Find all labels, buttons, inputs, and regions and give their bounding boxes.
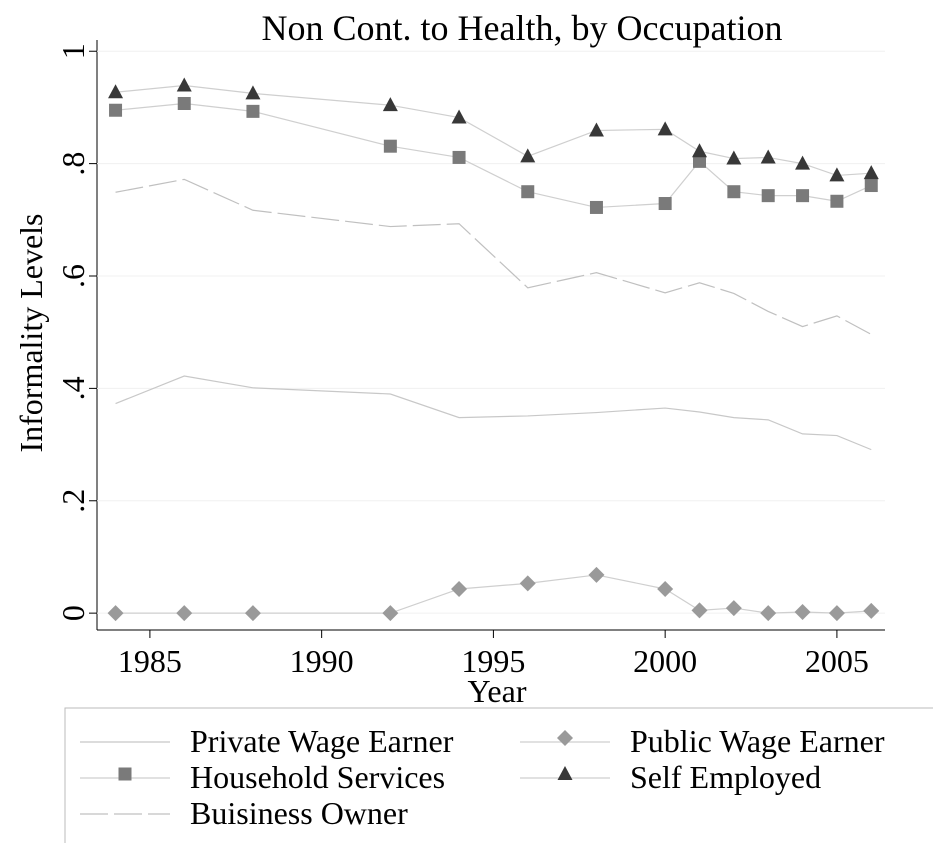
y-tick-label: 1 <box>55 43 91 59</box>
marker <box>691 602 708 619</box>
marker <box>863 602 880 619</box>
legend-label: Public Wage Earner <box>630 723 885 759</box>
x-tick-label: 1985 <box>118 643 182 679</box>
marker <box>118 767 132 781</box>
y-tick-label: .4 <box>55 376 91 400</box>
marker <box>521 185 535 199</box>
marker <box>692 143 708 158</box>
legend-label: Self Employed <box>630 759 821 795</box>
marker <box>588 122 604 137</box>
marker <box>452 150 466 164</box>
marker <box>519 575 536 592</box>
marker <box>796 189 810 203</box>
legend-box <box>64 707 933 843</box>
chart-title: Non Cont. to Health, by Occupation <box>262 8 783 48</box>
series-line <box>115 84 872 177</box>
marker <box>176 605 193 622</box>
marker <box>109 103 123 117</box>
marker <box>520 148 536 163</box>
marker <box>383 139 397 153</box>
marker <box>760 149 776 164</box>
marker <box>658 197 672 211</box>
marker <box>451 109 467 124</box>
marker <box>589 200 603 214</box>
marker <box>245 85 261 100</box>
marker <box>557 766 573 780</box>
series-line <box>115 178 872 335</box>
marker <box>244 605 261 622</box>
marker <box>829 167 845 182</box>
x-tick-label: 2000 <box>633 643 697 679</box>
marker <box>557 730 573 746</box>
marker <box>246 104 260 118</box>
marker <box>107 605 124 622</box>
series-line <box>115 102 872 209</box>
x-tick-label: 1995 <box>461 643 525 679</box>
series-line <box>115 574 872 614</box>
series-line <box>115 375 872 451</box>
marker <box>382 605 399 622</box>
x-tick-label: 1990 <box>290 643 354 679</box>
marker <box>588 566 605 583</box>
marker <box>657 580 674 597</box>
marker <box>382 97 398 112</box>
legend-label: Private Wage Earner <box>190 723 454 759</box>
marker <box>863 165 879 180</box>
y-axis-title: Informality Levels <box>13 213 49 452</box>
y-tick-label: .8 <box>55 152 91 176</box>
marker <box>693 154 707 168</box>
legend-label: Household Services <box>190 759 445 795</box>
marker <box>177 96 191 110</box>
marker <box>657 121 673 136</box>
y-tick-label: 0 <box>55 605 91 621</box>
marker <box>761 189 775 203</box>
marker <box>830 194 844 208</box>
marker <box>727 185 741 199</box>
marker <box>108 84 124 99</box>
marker <box>176 77 192 92</box>
x-tick-label: 2005 <box>805 643 869 679</box>
y-tick-label: .6 <box>55 264 91 288</box>
marker <box>725 600 742 617</box>
marker <box>726 150 742 165</box>
marker <box>760 605 777 622</box>
marker <box>828 605 845 622</box>
marker <box>864 179 878 193</box>
legend-label: Buisiness Owner <box>190 795 408 831</box>
marker <box>794 604 811 621</box>
marker <box>795 155 811 170</box>
y-tick-label: .2 <box>55 489 91 513</box>
marker <box>451 580 468 597</box>
x-axis-title: Year <box>468 673 527 709</box>
